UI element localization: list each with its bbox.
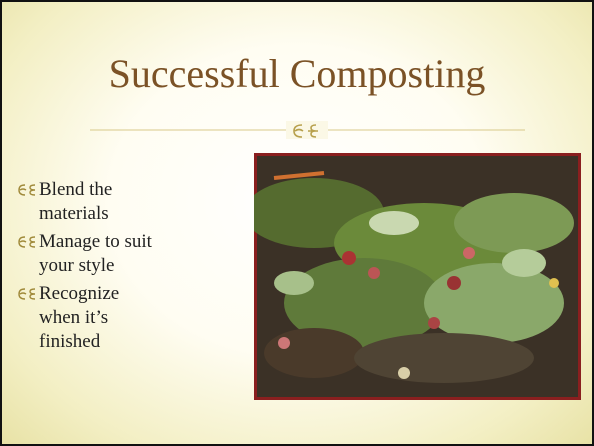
bullet-icon xyxy=(18,287,38,301)
bullet-icon xyxy=(18,183,38,197)
bullet-text: Manage to suit your style xyxy=(39,230,165,278)
slide-title: Successful Composting xyxy=(2,50,592,97)
compost-photo xyxy=(254,153,581,400)
bullet-icon xyxy=(18,235,38,249)
slide: Successful Composting Blend the material… xyxy=(0,0,594,446)
bullet-text: Blend the materials xyxy=(39,178,165,226)
bullet-text: Recognize when it’s finished xyxy=(39,282,165,354)
title-rule xyxy=(90,120,530,144)
